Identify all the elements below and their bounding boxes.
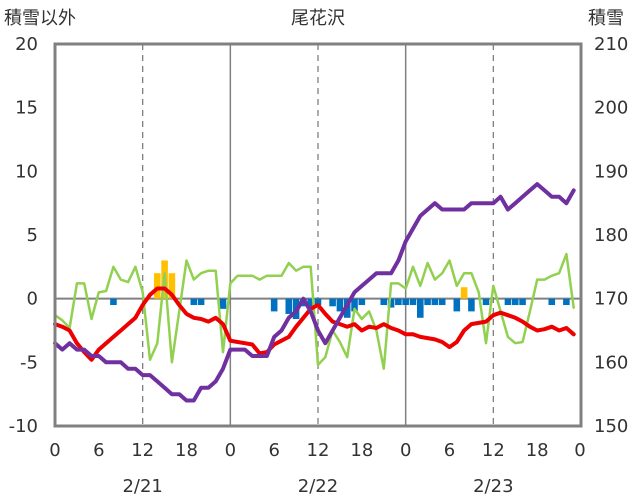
bar-negative [416, 298, 424, 318]
bar-negative [431, 298, 439, 306]
right-axis-label: 積雪 [588, 8, 624, 29]
bar-negative [548, 298, 556, 306]
x-tick: 12 [307, 440, 330, 461]
y-tick-right: 190 [594, 161, 628, 182]
chart-title: 尾花沢 [291, 8, 345, 29]
y-tick-right: 180 [594, 225, 628, 246]
x-tick: 6 [93, 440, 104, 461]
bar-negative [424, 298, 431, 306]
bar-negative [504, 298, 512, 306]
bar-negative [395, 298, 402, 306]
bar-negative [351, 298, 358, 312]
x-tick: 0 [400, 440, 411, 461]
bar-negative [336, 298, 344, 312]
y-tick-right: 210 [594, 34, 628, 55]
right-tick-labels: 210 200 190 180 170 160 150 [594, 34, 628, 437]
y-tick-right: 170 [594, 289, 628, 310]
x-tick: 18 [350, 440, 373, 461]
bar-negative [468, 298, 475, 312]
bar-positive [168, 273, 176, 299]
y-tick-left: -10 [9, 416, 38, 437]
bar-negative [402, 298, 409, 306]
bar-negative [314, 298, 322, 306]
bar-negative [438, 298, 446, 306]
y-tick-left: 20 [15, 34, 38, 55]
y-tick-right: 150 [594, 416, 628, 437]
y-tick-left: 0 [27, 289, 38, 310]
y-tick-right: 200 [594, 98, 628, 119]
date-label: 2/21 [122, 476, 162, 497]
bar-negative [409, 298, 417, 306]
bar-negative [190, 298, 198, 306]
series-line-third-line [53, 252, 575, 370]
date-labels: 2/21 2/22 2/23 [122, 476, 513, 497]
lines-layer [53, 182, 576, 403]
x-tick: 12 [482, 440, 505, 461]
bars-layer [110, 260, 570, 320]
bar-negative [563, 298, 570, 306]
bar-negative [511, 298, 519, 306]
y-tick-left: 10 [15, 161, 38, 182]
x-tick-labels: 0 6 12 18 0 6 12 18 0 6 12 18 0 [49, 440, 585, 461]
x-tick: 0 [574, 440, 585, 461]
series-line-temperature [53, 286, 576, 362]
date-label: 2/22 [298, 476, 338, 497]
bar-positive [460, 287, 468, 299]
y-tick-left: 15 [15, 98, 38, 119]
bar-positive [153, 273, 161, 299]
bar-negative [197, 298, 205, 306]
x-tick: 6 [444, 440, 455, 461]
y-tick-left: 5 [27, 225, 38, 246]
bar-negative [219, 298, 227, 309]
bar-negative [453, 298, 461, 312]
bar-negative [307, 298, 314, 308]
date-label: 2/23 [473, 476, 513, 497]
x-tick: 12 [131, 440, 154, 461]
x-tick: 18 [175, 440, 198, 461]
bar-negative [110, 298, 117, 306]
bar-negative [285, 298, 293, 314]
bar-negative [380, 298, 388, 306]
bar-negative [482, 298, 490, 306]
bar-negative [270, 298, 278, 312]
plot-frame [53, 42, 583, 428]
y-tick-right: 160 [594, 352, 628, 373]
y-tick-left: -5 [20, 352, 38, 373]
bar-negative [387, 298, 395, 308]
series-line-snow-depth [53, 182, 576, 403]
x-tick: 0 [225, 440, 236, 461]
x-tick: 18 [526, 440, 549, 461]
bar-negative [329, 298, 336, 307]
x-tick: 0 [49, 440, 60, 461]
bar-negative [519, 298, 526, 306]
left-tick-labels: 20 15 10 5 0 -5 -10 [9, 34, 38, 437]
bar-negative [358, 298, 366, 306]
left-axis-label: 積雪以外 [4, 8, 76, 29]
x-tick: 6 [268, 440, 279, 461]
